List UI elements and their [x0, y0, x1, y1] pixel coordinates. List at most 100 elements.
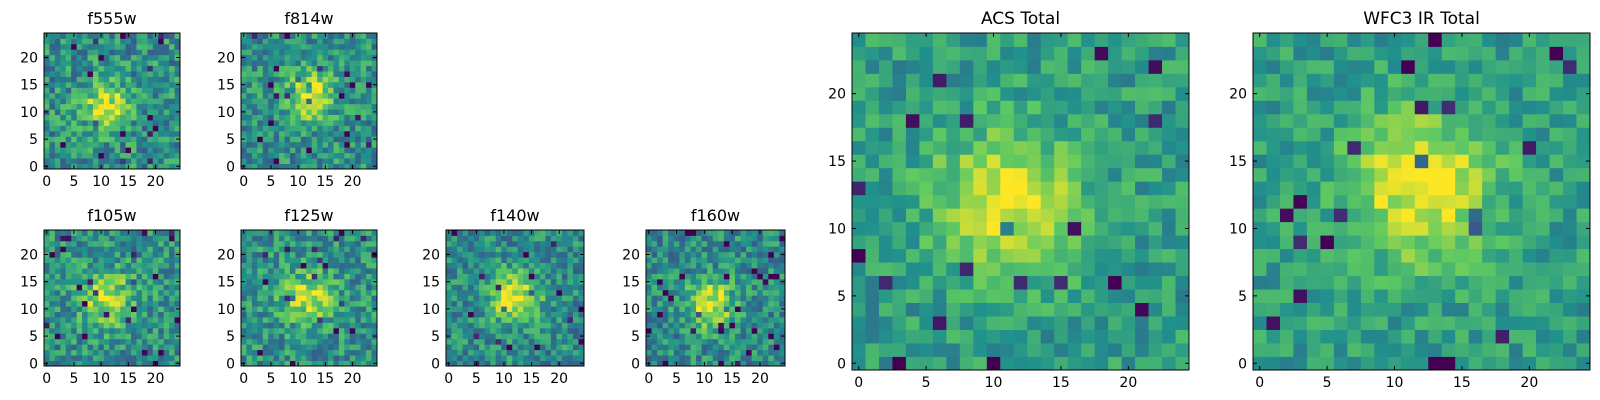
heatmap-cell: [651, 344, 658, 351]
heatmap-cell: [1081, 181, 1096, 196]
heatmap-cell: [1094, 329, 1109, 344]
heatmap-cell: [490, 311, 497, 318]
heatmap-cell: [1306, 154, 1321, 169]
heatmap-cell: [865, 221, 880, 236]
heatmap-cell: [344, 136, 351, 143]
heatmap-cell: [98, 306, 105, 312]
heatmap-cell: [109, 349, 116, 356]
heatmap-cell: [762, 306, 769, 312]
x-tick-label: 5: [266, 371, 275, 387]
heatmap-cell: [82, 163, 88, 170]
heatmap-cell: [163, 136, 170, 143]
heatmap-cell: [344, 109, 351, 115]
heatmap-cell: [646, 327, 652, 334]
heatmap-cell: [344, 81, 351, 88]
heatmap-cell: [54, 300, 61, 307]
heatmap-cell: [322, 81, 329, 88]
heatmap-cell: [495, 333, 502, 340]
heatmap-cell: [517, 317, 524, 323]
heatmap-cell: [696, 268, 702, 274]
y-tick-label: 5: [29, 329, 38, 345]
heatmap-cell: [76, 43, 83, 50]
heatmap-cell: [932, 33, 947, 47]
heatmap-cell: [169, 120, 175, 126]
heatmap-cell: [865, 113, 880, 128]
heatmap-cell: [1333, 316, 1348, 330]
heatmap-cell: [959, 167, 974, 182]
heatmap-cell: [141, 273, 148, 280]
heatmap-cell: [479, 230, 486, 236]
heatmap-cell: [662, 278, 669, 285]
heatmap-cell: [92, 109, 99, 115]
heatmap-cell: [306, 273, 313, 280]
heatmap-cell: [279, 114, 285, 121]
heatmap-cell: [495, 262, 502, 269]
heatmap-cell: [257, 163, 264, 170]
heatmap-cell: [371, 65, 378, 72]
heatmap-cell: [92, 158, 99, 164]
heatmap-cell: [163, 152, 170, 159]
heatmap-cell: [109, 38, 116, 45]
heatmap-cell: [684, 338, 691, 345]
heatmap-cell: [662, 262, 669, 269]
heatmap-cell: [322, 295, 329, 302]
heatmap-cell: [158, 147, 165, 154]
heatmap-cell: [657, 273, 664, 280]
heatmap-cell: [451, 230, 458, 236]
x-tick-label: 0: [239, 371, 248, 387]
heatmap-cell: [328, 158, 334, 164]
heatmap-cell: [65, 141, 72, 148]
heatmap-cell: [852, 86, 866, 101]
heatmap-cell: [366, 284, 372, 291]
heatmap-cell: [746, 240, 753, 247]
heatmap-cell: [1360, 208, 1375, 223]
heatmap-cell: [71, 136, 78, 143]
heatmap-cell: [986, 343, 1001, 357]
heatmap-cell: [729, 284, 736, 291]
heatmap-cell: [355, 163, 362, 170]
heatmap-cell: [71, 147, 78, 154]
heatmap-cell: [147, 230, 154, 236]
heatmap-cell: [109, 338, 116, 345]
heatmap-cell: [1509, 221, 1523, 236]
heatmap-cell: [44, 43, 50, 50]
heatmap-cell: [746, 251, 753, 258]
heatmap-cell: [333, 33, 340, 39]
heatmap-cell: [878, 46, 893, 61]
heatmap-cell: [262, 289, 269, 296]
heatmap-cell: [349, 158, 356, 164]
heatmap-cell: [355, 71, 362, 77]
heatmap-cell: [878, 302, 893, 317]
heatmap-cell: [1441, 275, 1456, 290]
heatmap-cell: [284, 103, 291, 110]
heatmap-cell: [257, 311, 264, 318]
heatmap-cell: [49, 273, 56, 280]
heatmap-cell: [311, 311, 318, 318]
heatmap-cell: [723, 268, 730, 274]
heatmap-cell: [668, 251, 675, 258]
heatmap-cell: [136, 43, 143, 50]
heatmap-cell: [82, 109, 88, 115]
heatmap-cell: [328, 152, 334, 159]
heatmap-cell: [241, 49, 247, 56]
heatmap-cell: [662, 268, 669, 274]
heatmap-cell: [125, 289, 132, 296]
heatmap-cell: [76, 163, 83, 170]
heatmap-cell: [103, 152, 110, 159]
y-tick-label: 20: [422, 247, 440, 263]
heatmap-cell: [1536, 329, 1550, 344]
heatmap-cell: [76, 65, 83, 72]
heatmap-cell: [44, 141, 50, 148]
heatmap-cell: [473, 251, 480, 258]
heatmap-cell: [371, 344, 378, 351]
heatmap-cell: [1482, 275, 1497, 290]
heatmap-cell: [1563, 262, 1577, 277]
heatmap-cell: [852, 329, 866, 344]
x-tick-label: 0: [42, 371, 51, 387]
heatmap-cell: [169, 360, 175, 367]
heatmap-cell: [103, 295, 110, 302]
heatmap-cell: [690, 338, 697, 345]
heatmap-cell: [723, 349, 730, 356]
heatmap-cell: [707, 284, 714, 291]
heatmap-cell: [366, 152, 372, 159]
